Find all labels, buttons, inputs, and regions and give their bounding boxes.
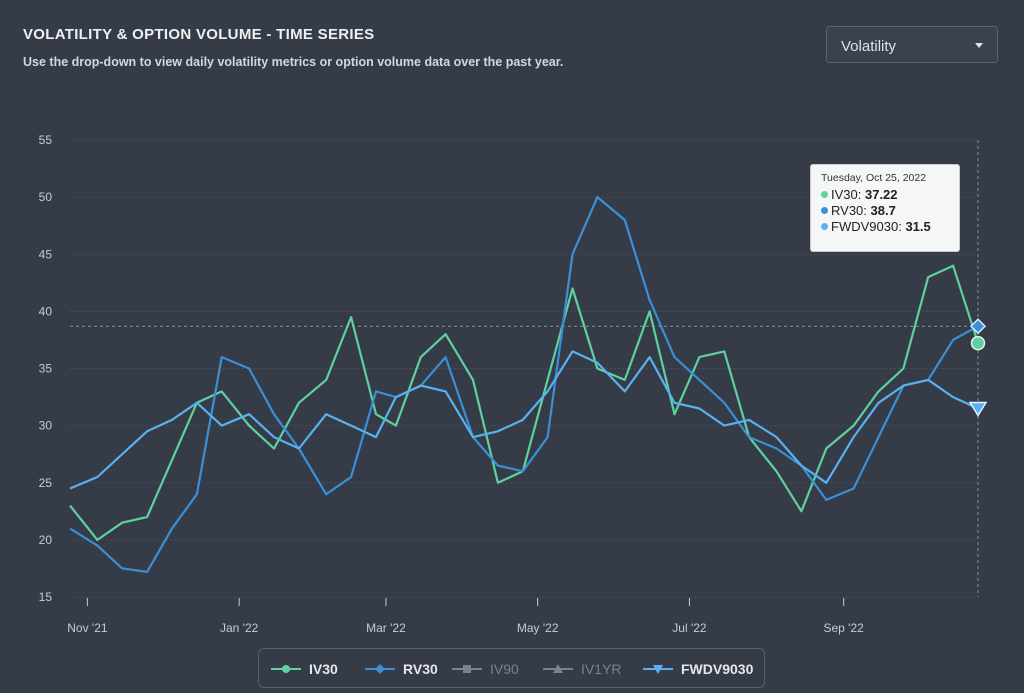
tooltip-row-rv30: RV30: 38.7	[821, 203, 951, 219]
legend-label: RV30	[403, 661, 438, 677]
metric-dropdown[interactable]: Volatility	[826, 26, 998, 63]
tooltip-row-fwdv9030: FWDV9030: 31.5	[821, 219, 951, 235]
tooltip-date: Tuesday, Oct 25, 2022	[821, 172, 927, 184]
tooltip-row-iv30: IV30: 37.22	[821, 187, 951, 203]
y-tick-label: 30	[39, 419, 53, 433]
x-tick-label: Jul '22	[672, 621, 707, 635]
hover-marker-iv30	[970, 335, 986, 351]
legend-triangle-down-icon	[643, 665, 673, 674]
x-tick-label: May '22	[517, 621, 559, 635]
legend-triangle-icon	[543, 664, 573, 673]
y-tick-label: 25	[39, 476, 53, 490]
y-tick-label: 45	[39, 247, 53, 261]
y-tick-label: 55	[39, 133, 53, 147]
chart-legend: IV30 RV30 IV90 IV1YR FWDV9030	[258, 648, 765, 688]
series-line-iv30	[69, 264, 980, 542]
metric-dropdown-value: Volatility	[841, 38, 897, 55]
x-axis: Nov '21 Jan '22 Mar '22 May '22 Jul '22 Sep '…	[67, 598, 865, 635]
x-tick-label: Nov '21	[67, 621, 108, 635]
tooltip-series-name: RV30	[831, 203, 864, 218]
legend-label: IV90	[490, 661, 519, 677]
legend-circle-icon	[271, 665, 301, 673]
x-tick-label: Sep '22	[824, 621, 865, 635]
circle-icon	[821, 223, 828, 230]
tooltip-series-name: FWDV9030	[831, 219, 899, 234]
x-tick-label: Jan '22	[220, 621, 259, 635]
legend-label: IV1YR	[581, 661, 622, 677]
x-tick-label: Mar '22	[366, 621, 406, 635]
legend-square-icon	[452, 665, 482, 673]
legend-diamond-icon	[365, 664, 395, 674]
hover-marker-fwdv9030	[968, 401, 988, 417]
hover-tooltip: Tuesday, Oct 25, 2022 IV30: 37.22 RV30: …	[810, 164, 960, 252]
legend-label: IV30	[309, 661, 338, 677]
hover-markers	[968, 318, 988, 417]
legend-label: FWDV9030	[681, 661, 754, 677]
circle-icon	[821, 191, 828, 198]
caret-down-icon	[975, 43, 983, 48]
series-lines	[69, 196, 980, 574]
hover-marker-rv30	[969, 318, 987, 335]
y-tick-label: 35	[39, 362, 53, 376]
y-tick-label: 40	[39, 304, 53, 318]
tooltip-series-name: IV30	[831, 187, 858, 202]
tooltip-series-value: 37.22	[864, 187, 898, 202]
series-line-rv30	[69, 196, 979, 574]
crosshair	[70, 140, 979, 597]
y-tick-label: 15	[39, 590, 53, 604]
y-axis: 15 20 25 30 35 40 45 50 55	[39, 133, 53, 604]
series-line-fwdv9030	[69, 350, 979, 490]
chart-subtitle: Use the drop-down to view daily volatili…	[23, 55, 564, 69]
chart-title: VOLATILITY & OPTION VOLUME - TIME SERIES	[23, 26, 375, 43]
y-tick-label: 20	[39, 533, 53, 547]
tooltip-series-value: 38.7	[870, 203, 896, 218]
tooltip-series-value: 31.5	[905, 219, 931, 234]
y-tick-label: 50	[39, 190, 53, 204]
circle-icon	[821, 207, 828, 214]
